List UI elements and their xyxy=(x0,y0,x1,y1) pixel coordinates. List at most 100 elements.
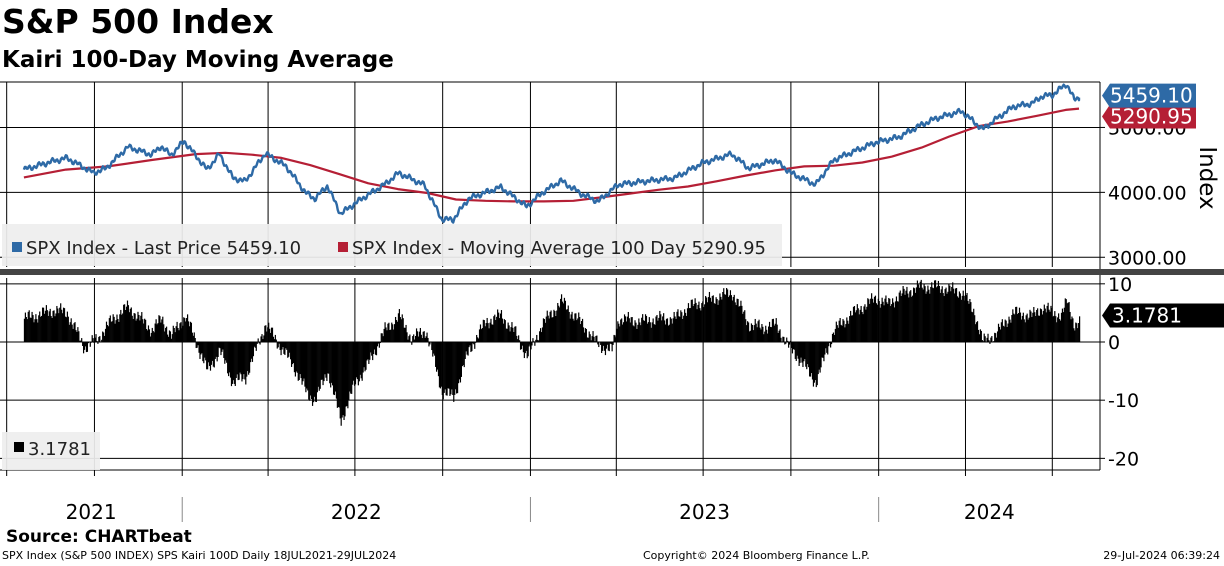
kairi-bar xyxy=(456,342,458,394)
kairi-bar xyxy=(811,342,814,380)
kairi-bar xyxy=(292,342,295,363)
kairi-bar xyxy=(781,342,783,343)
copyright-note: Copyright© 2024 Bloomberg Finance L.P. xyxy=(643,549,870,562)
kairi-bar xyxy=(263,335,265,342)
kairi-bar xyxy=(417,336,420,342)
kairi-bar xyxy=(154,323,156,342)
kairi-bar xyxy=(570,314,572,342)
kairi-bar xyxy=(137,311,139,342)
kairi-bar xyxy=(506,328,508,342)
kairi-bar xyxy=(687,303,690,342)
kairi-bar xyxy=(772,318,774,342)
kairi-bar xyxy=(860,305,862,342)
kairi-bar xyxy=(877,298,879,342)
kairi-bar xyxy=(897,301,899,342)
legend-label-ma: SPX Index - Moving Average 100 Day 5290.… xyxy=(352,238,766,259)
kairi-bar xyxy=(364,342,366,372)
kairi-bar xyxy=(484,326,486,342)
kairi-bar xyxy=(498,312,500,342)
kairi-bar xyxy=(285,342,287,349)
kairi-bar xyxy=(675,318,677,342)
x-tick-label: 2021 xyxy=(66,500,117,524)
kairi-bar xyxy=(120,309,122,342)
kairi-bar xyxy=(528,342,530,347)
kairi-bar xyxy=(260,336,262,342)
kairi-bar xyxy=(497,309,499,342)
kairi-bar xyxy=(233,342,235,384)
kairi-bar xyxy=(974,315,976,342)
kairi-bar xyxy=(301,342,303,385)
kairi-bar xyxy=(1071,316,1073,342)
kairi-bar xyxy=(818,342,820,370)
kairi-bar xyxy=(181,328,183,342)
kairi-bar xyxy=(113,316,115,342)
kairi-bar xyxy=(932,287,934,342)
kairi-bar xyxy=(306,342,308,389)
kairi-bar xyxy=(324,342,326,375)
kairi-bar xyxy=(318,342,320,391)
kairi-bar xyxy=(495,320,497,342)
kairi-bar xyxy=(511,322,513,342)
kairi-bar xyxy=(38,315,40,342)
kairi-bar xyxy=(326,342,328,381)
kairi-bar xyxy=(220,342,222,356)
kairi-bar xyxy=(1065,299,1067,342)
kairi-bar xyxy=(1024,322,1026,342)
kairi-bar xyxy=(41,307,44,342)
kairi-bar xyxy=(300,342,302,379)
kairi-bar xyxy=(903,288,905,342)
kairi-bar xyxy=(923,283,925,342)
kairi-bar xyxy=(289,342,291,353)
kairi-bar xyxy=(523,342,525,359)
kairi-bar xyxy=(671,323,673,342)
kairi-bar xyxy=(539,328,542,342)
kairi-bar xyxy=(54,316,56,342)
kairi-bar xyxy=(995,333,997,342)
kairi-bar xyxy=(111,321,113,342)
kairi-bar xyxy=(253,342,255,347)
kairi-bar xyxy=(676,311,678,342)
kairi-bar xyxy=(168,330,171,342)
kairi-bar xyxy=(924,286,926,342)
y-tick-label: 10 xyxy=(1108,274,1132,296)
kairi-bar xyxy=(845,324,847,342)
kairi-bar xyxy=(509,331,511,342)
kairi-bar xyxy=(724,294,726,342)
kairi-bar xyxy=(62,313,64,342)
kairi-bar xyxy=(525,342,527,351)
kairi-bar xyxy=(90,342,92,343)
kairi-bar xyxy=(219,342,221,349)
kairi-bar xyxy=(598,342,600,348)
kairi-bar xyxy=(57,308,59,342)
kairi-bar xyxy=(454,342,456,395)
kairi-bar xyxy=(311,342,314,406)
kairi-bar xyxy=(264,325,266,342)
kairi-bar xyxy=(712,295,714,342)
kairi-bar xyxy=(526,342,528,359)
kairi-bar xyxy=(841,325,843,342)
kairi-bar xyxy=(489,322,491,342)
kairi-bar xyxy=(1069,311,1071,342)
kairi-bar xyxy=(699,308,701,342)
kairi-bar xyxy=(84,342,87,347)
kairi-bar xyxy=(700,310,702,342)
kairi-bar xyxy=(157,323,159,342)
kairi-bar xyxy=(565,309,567,342)
kairi-bar xyxy=(714,303,716,342)
kairi-bar xyxy=(228,342,230,377)
kairi-bar xyxy=(959,293,961,342)
kairi-bar xyxy=(798,342,800,366)
kairi-bar xyxy=(447,342,449,389)
kairi-bar xyxy=(1058,313,1060,342)
kairi-bar xyxy=(201,342,203,354)
kairi-bar xyxy=(1026,313,1028,342)
kairi-bar xyxy=(559,307,561,342)
kairi-bar xyxy=(156,324,158,342)
kairi-bar xyxy=(388,322,390,342)
kairi-bar xyxy=(1021,315,1023,342)
kairi-bar xyxy=(207,342,209,370)
kairi-bar xyxy=(763,334,765,342)
kairi-bar xyxy=(1033,306,1035,342)
kairi-bar xyxy=(1035,315,1037,342)
kairi-bar xyxy=(605,342,608,349)
